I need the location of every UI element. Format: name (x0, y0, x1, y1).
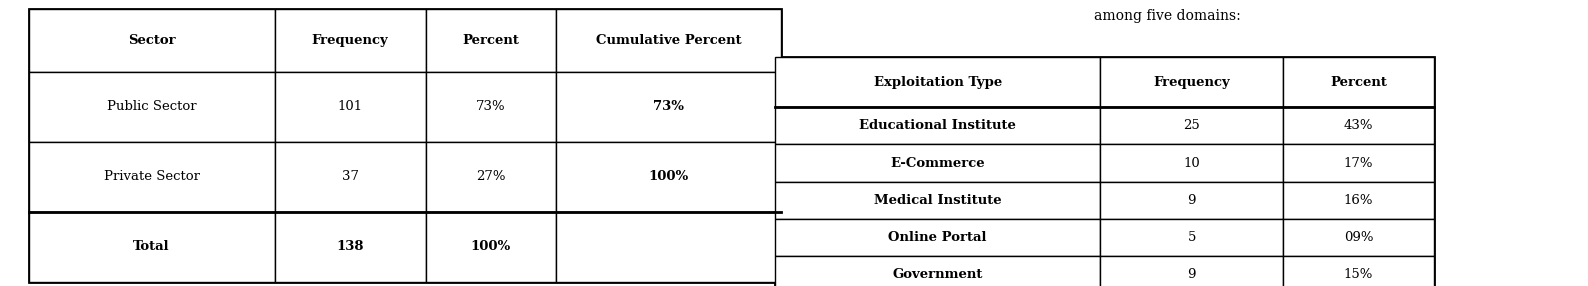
Bar (1283, 57, 1434, 107)
Bar (426, 72, 556, 142)
Text: Frequency: Frequency (311, 33, 389, 47)
Text: 138: 138 (337, 240, 364, 253)
Bar (1283, 107, 1434, 144)
Text: Educational Institute: Educational Institute (859, 119, 1016, 132)
Bar (1283, 182, 1434, 219)
Text: 73%: 73% (476, 100, 505, 113)
Text: 100%: 100% (648, 170, 689, 183)
Text: Private Sector: Private Sector (103, 170, 200, 183)
Bar (775, 57, 1100, 107)
Bar (426, 9, 556, 72)
Bar (1283, 144, 1434, 182)
Text: 43%: 43% (1343, 119, 1374, 132)
Text: Government: Government (892, 268, 983, 281)
Text: 16%: 16% (1343, 194, 1374, 207)
Text: 27%: 27% (476, 170, 505, 183)
Text: Frequency: Frequency (1153, 76, 1231, 89)
Bar (29, 212, 275, 282)
Bar (29, 72, 275, 142)
Text: 10: 10 (1183, 156, 1201, 170)
Bar (275, 9, 426, 72)
Bar (775, 107, 1100, 144)
Bar (775, 144, 1100, 182)
Bar (556, 72, 781, 142)
Bar (275, 142, 426, 212)
Bar (426, 212, 556, 282)
Text: 101: 101 (338, 100, 362, 113)
Text: among five domains:: among five domains: (1094, 9, 1240, 23)
Bar (29, 142, 275, 212)
Text: 100%: 100% (470, 240, 511, 253)
Text: Online Portal: Online Portal (888, 231, 988, 244)
Text: 37: 37 (341, 170, 359, 183)
Bar (556, 9, 781, 72)
Text: Cumulative Percent: Cumulative Percent (596, 33, 742, 47)
Text: Medical Institute: Medical Institute (873, 194, 1002, 207)
Bar (1100, 256, 1283, 286)
Bar (556, 212, 781, 282)
Text: 17%: 17% (1343, 156, 1374, 170)
Text: Percent: Percent (1331, 76, 1386, 89)
Text: 9: 9 (1188, 194, 1196, 207)
Bar (1283, 219, 1434, 256)
Text: Percent: Percent (462, 33, 519, 47)
Bar (775, 57, 1434, 286)
Text: 15%: 15% (1343, 268, 1374, 281)
Bar (1283, 256, 1434, 286)
Bar (775, 182, 1100, 219)
Bar (556, 142, 781, 212)
Bar (426, 142, 556, 212)
Bar (29, 9, 781, 282)
Text: 73%: 73% (653, 100, 684, 113)
Text: Sector: Sector (129, 33, 175, 47)
Text: 09%: 09% (1343, 231, 1374, 244)
Text: Total: Total (133, 240, 170, 253)
Bar (29, 9, 275, 72)
Bar (775, 256, 1100, 286)
Bar (1100, 182, 1283, 219)
Bar (1100, 57, 1283, 107)
Text: E-Commerce: E-Commerce (891, 156, 985, 170)
Bar (275, 212, 426, 282)
Text: 5: 5 (1188, 231, 1196, 244)
Bar (1100, 107, 1283, 144)
Text: Exploitation Type: Exploitation Type (873, 76, 1002, 89)
Text: 25: 25 (1183, 119, 1201, 132)
Bar (775, 219, 1100, 256)
Text: Public Sector: Public Sector (106, 100, 197, 113)
Bar (1100, 144, 1283, 182)
Bar (1100, 219, 1283, 256)
Bar (275, 72, 426, 142)
Text: 9: 9 (1188, 268, 1196, 281)
